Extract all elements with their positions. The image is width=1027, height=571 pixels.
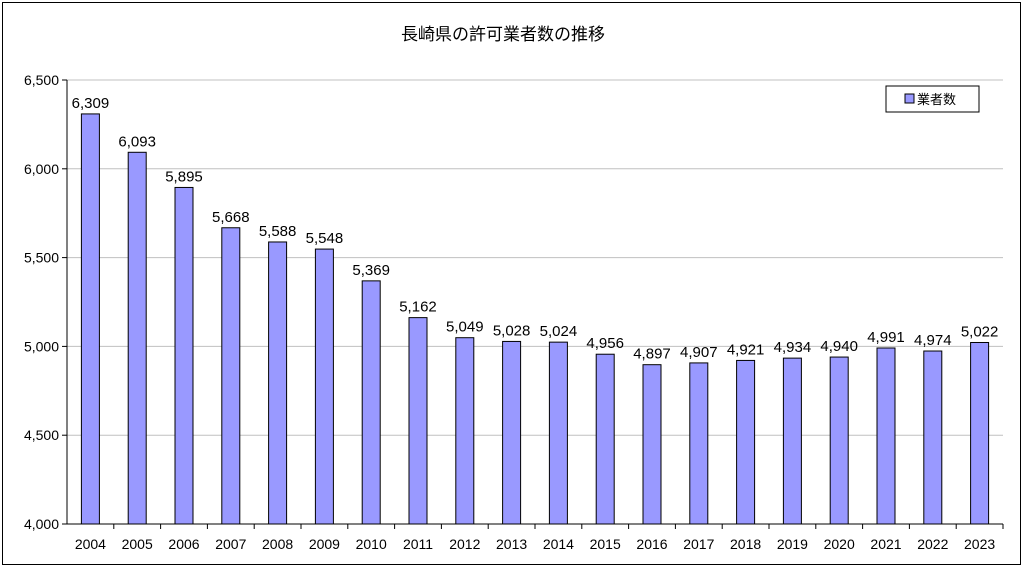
data-label-2007: 5,668 bbox=[212, 209, 250, 226]
bar-2006 bbox=[174, 186, 194, 525]
data-label-2019: 4,934 bbox=[774, 339, 812, 356]
bar-2013 bbox=[502, 340, 522, 525]
data-label-2012: 5,049 bbox=[446, 319, 484, 336]
data-label-2005: 6,093 bbox=[118, 133, 156, 150]
x-tick-label: 2013 bbox=[496, 536, 527, 552]
bars bbox=[80, 113, 990, 525]
bar-2009 bbox=[314, 248, 334, 525]
data-label-2021: 4,991 bbox=[867, 329, 905, 346]
axes: 4,000 4,500 5,000 5,500 6,000 6,500 2004 2005 20… bbox=[24, 72, 1004, 552]
x-tick-label: 2009 bbox=[309, 536, 340, 552]
bar-2019 bbox=[782, 357, 802, 525]
y-tick-label: 6,500 bbox=[24, 72, 59, 88]
data-label-2017: 4,907 bbox=[680, 344, 718, 361]
bar-2012 bbox=[455, 337, 475, 525]
bar-2008 bbox=[268, 241, 288, 525]
legend-swatch bbox=[904, 93, 915, 104]
bar-2010 bbox=[361, 280, 381, 525]
bar-2014 bbox=[548, 341, 568, 525]
bar-2007 bbox=[221, 227, 241, 525]
x-tick-label: 2007 bbox=[215, 536, 246, 552]
x-tick-label: 2023 bbox=[964, 536, 995, 552]
legend-box bbox=[885, 85, 980, 113]
y-tick-label: 6,000 bbox=[24, 161, 59, 177]
bar-2016 bbox=[642, 364, 662, 525]
data-label-2015: 4,956 bbox=[586, 335, 624, 352]
chart-title: 長崎県の許可業者数の推移 bbox=[401, 25, 605, 45]
data-label-2004: 6,309 bbox=[72, 95, 110, 112]
x-tick-label: 2015 bbox=[590, 536, 621, 552]
gridlines bbox=[67, 79, 1003, 436]
data-label-2006: 5,895 bbox=[165, 168, 203, 185]
data-label-2013: 5,028 bbox=[493, 322, 531, 339]
bar-2020 bbox=[829, 356, 849, 525]
bar-2015 bbox=[595, 353, 615, 525]
x-tick-label: 2018 bbox=[730, 536, 761, 552]
data-label-2023: 5,022 bbox=[961, 323, 999, 340]
y-tick-label: 5,000 bbox=[24, 338, 59, 354]
data-label-2008: 5,588 bbox=[259, 223, 297, 240]
bar-2022 bbox=[923, 350, 943, 525]
bar-2011 bbox=[408, 317, 428, 525]
x-tick-label: 2020 bbox=[824, 536, 855, 552]
x-tick-label: 2004 bbox=[75, 536, 106, 552]
x-tick-label: 2005 bbox=[122, 536, 153, 552]
bar-2021 bbox=[876, 347, 896, 525]
x-tick-label: 2017 bbox=[683, 536, 714, 552]
data-labels: 6,309 6,093 5,895 5,668 5,588 5,548 5,369 5,162… bbox=[72, 95, 999, 363]
x-tick-label: 2014 bbox=[543, 536, 574, 552]
data-label-2020: 4,940 bbox=[820, 338, 858, 355]
y-tick-label: 4,000 bbox=[24, 516, 59, 532]
bar-2018 bbox=[736, 359, 756, 525]
legend: 業者数 bbox=[885, 85, 980, 113]
bar-2017 bbox=[689, 362, 709, 525]
data-label-2014: 5,024 bbox=[540, 323, 578, 340]
bar-2004 bbox=[80, 113, 100, 525]
data-label-2010: 5,369 bbox=[352, 262, 390, 279]
bar-2023 bbox=[970, 341, 990, 525]
data-label-2022: 4,974 bbox=[914, 332, 952, 349]
x-tick-label: 2021 bbox=[870, 536, 901, 552]
x-tick-label: 2008 bbox=[262, 536, 293, 552]
y-tick-label: 4,500 bbox=[24, 427, 59, 443]
data-label-2018: 4,921 bbox=[727, 341, 765, 358]
x-tick-label: 2010 bbox=[356, 536, 387, 552]
data-label-2011: 5,162 bbox=[399, 299, 437, 316]
x-tick-label: 2012 bbox=[449, 536, 480, 552]
x-tick-label: 2019 bbox=[777, 536, 808, 552]
x-tick-label: 2011 bbox=[403, 536, 433, 552]
y-tick-label: 5,500 bbox=[24, 250, 59, 266]
legend-label: 業者数 bbox=[917, 92, 956, 108]
x-tick-label: 2016 bbox=[636, 536, 667, 552]
x-tick-label: 2006 bbox=[168, 536, 199, 552]
data-label-2009: 5,548 bbox=[306, 230, 344, 247]
x-tick-label: 2022 bbox=[917, 536, 948, 552]
data-label-2016: 4,897 bbox=[633, 346, 671, 363]
bar-2005 bbox=[127, 151, 147, 525]
